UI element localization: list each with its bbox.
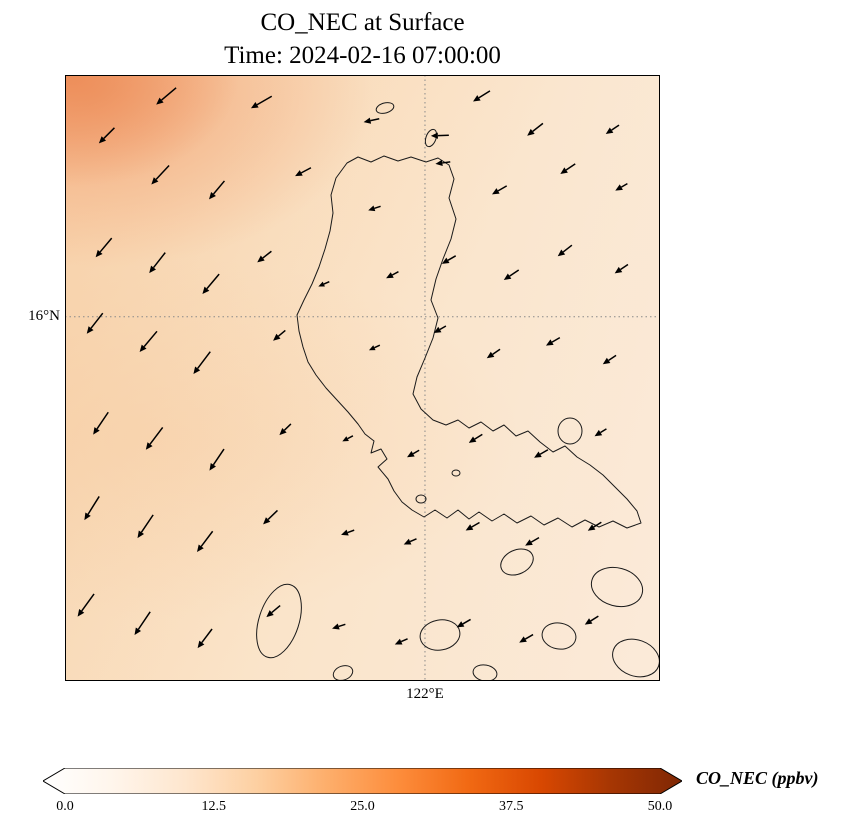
wind-arrow	[503, 269, 520, 281]
wind-arrow	[557, 244, 573, 257]
wind-arrow	[465, 521, 480, 531]
wind-arrow	[342, 435, 354, 442]
coastline-island	[451, 469, 461, 477]
wind-arrow	[156, 87, 177, 105]
wind-arrow	[534, 449, 549, 458]
wind-arrow	[84, 496, 100, 521]
wind-arrow	[363, 117, 380, 124]
colorbar-tick: 37.5	[499, 799, 524, 814]
wind-arrow	[197, 628, 213, 649]
title-line-1: CO_NEC at Surface	[260, 9, 465, 36]
wind-arrow	[86, 312, 104, 334]
title-line-2: Time: 2024-02-16 07:00:00	[224, 42, 501, 69]
wind-arrow	[250, 95, 273, 109]
wind-arrow	[341, 529, 355, 536]
map-plot-area	[65, 75, 660, 681]
colorbar	[42, 767, 683, 795]
map-layers	[65, 75, 660, 681]
coastline-island	[424, 128, 438, 148]
coastline-island	[415, 494, 427, 504]
wind-arrow	[77, 593, 95, 617]
wind-arrow	[614, 263, 629, 274]
wind-arrow	[473, 90, 491, 102]
wind-arrow	[456, 618, 471, 628]
wind-arrow	[560, 163, 576, 174]
coastline-luzon	[296, 155, 642, 529]
wind-arrow	[394, 638, 408, 645]
wind-arrow	[519, 633, 534, 643]
wind-arrow	[584, 615, 599, 625]
wind-arrow	[615, 182, 628, 191]
wind-arrow	[433, 325, 447, 334]
y-tick-label-16n: 16°N	[28, 308, 60, 324]
wind-arrow	[435, 159, 451, 167]
wind-arrow	[202, 273, 220, 295]
coastline-island	[612, 638, 660, 678]
wind-arrow	[605, 124, 620, 135]
wind-arrow	[134, 611, 151, 636]
colorbar-tick-labels: 0.0 12.5 25.0 37.5 50.0	[43, 799, 682, 817]
x-tick-label-122e: 122°E	[406, 686, 444, 702]
wind-arrow	[545, 336, 561, 346]
wind-arrow	[149, 252, 166, 274]
wind-arrow	[441, 255, 457, 264]
wind-arrow	[279, 423, 292, 436]
colorbar-tick: 0.0	[56, 799, 74, 814]
colorbar-tick: 25.0	[350, 799, 375, 814]
wind-arrow	[263, 509, 278, 525]
wind-arrow	[386, 271, 399, 279]
coastline-island	[500, 548, 534, 576]
wind-arrow	[209, 448, 225, 471]
wind-arrow	[368, 205, 381, 212]
wind-arrow	[137, 514, 154, 539]
colorbar-gradient-bar	[42, 767, 683, 795]
wind-arrow	[468, 433, 483, 443]
coastline-island	[419, 619, 461, 651]
wind-arrow	[257, 250, 272, 263]
coastline-island	[557, 417, 583, 445]
wind-arrow	[151, 164, 170, 185]
colorbar-label: CO_NEC (ppbv)	[696, 768, 819, 788]
wind-arrow	[95, 237, 113, 258]
wind-arrow	[525, 536, 540, 546]
plot-title: CO_NEC at Surface Time: 2024-02-16 07:00…	[65, 6, 660, 72]
wind-arrow	[594, 428, 607, 437]
colorbar-gradient	[42, 767, 683, 795]
coastline-island	[472, 664, 498, 681]
wind-arrow	[209, 180, 226, 200]
colorbar-tick: 12.5	[201, 799, 227, 814]
wind-arrow	[98, 127, 115, 144]
wind-arrow	[295, 167, 312, 177]
coastline-island	[590, 566, 644, 608]
wind-arrow	[193, 351, 211, 375]
plot-border	[65, 75, 660, 681]
coastline-island	[375, 102, 395, 114]
coastline-island	[332, 665, 354, 681]
coastline-island	[541, 622, 577, 650]
wind-arrow	[139, 330, 158, 352]
wind-arrow	[527, 122, 544, 136]
wind-arrow	[273, 329, 286, 341]
wind-arrow	[318, 280, 330, 287]
wind-arrow	[407, 449, 420, 458]
wind-arrow	[403, 538, 417, 545]
wind-arrow	[587, 521, 602, 531]
wind-arrow	[93, 411, 109, 435]
wind-arrow	[430, 132, 449, 139]
wind-arrow	[486, 348, 501, 359]
wind-arrow	[266, 604, 281, 618]
wind-arrow	[491, 185, 508, 195]
wind-arrow	[368, 344, 381, 351]
wind-arrow	[332, 623, 346, 630]
colorbar-tick: 50.0	[647, 799, 673, 814]
wind-arrow	[197, 530, 214, 553]
wind-arrow	[602, 354, 617, 365]
coastline-island	[256, 583, 302, 659]
wind-arrow	[145, 426, 164, 450]
